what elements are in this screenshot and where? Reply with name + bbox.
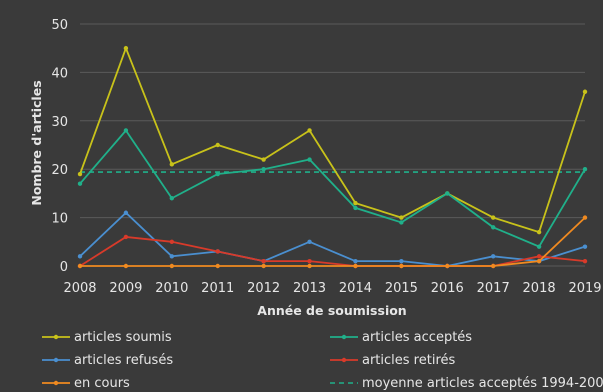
y-axis-title: Nombre d'articles: [29, 80, 44, 205]
legend-label: en cours: [74, 376, 130, 391]
data-point-articles-acceptes: [536, 244, 542, 249]
y-tick-label: 40: [51, 66, 68, 81]
data-point-articles-retires: [169, 239, 175, 244]
data-point-articles-refuses: [353, 258, 358, 264]
y-tick-label: 0: [60, 260, 68, 275]
data-point-articles-soumis: [536, 229, 542, 235]
data-point-articles-refuses: [307, 239, 312, 244]
data-point-articles-retires: [123, 234, 129, 240]
data-point-articles-acceptes: [169, 196, 175, 201]
x-tick-label: 2009: [109, 281, 142, 296]
data-point-articles-soumis: [215, 142, 220, 148]
x-tick-label: 2019: [568, 281, 601, 296]
legend-label: moyenne articles acceptés 1994-2008: [362, 376, 603, 391]
data-point-en-cours: [261, 263, 266, 269]
data-point-en-cours: [215, 263, 220, 269]
data-point-articles-refuses: [77, 254, 83, 259]
data-point-en-cours: [399, 263, 404, 269]
x-tick-label: 2010: [155, 281, 188, 296]
data-point-articles-acceptes: [77, 181, 83, 186]
data-point-en-cours: [445, 263, 450, 269]
data-point-en-cours: [582, 215, 588, 220]
legend-marker: [341, 357, 347, 363]
legend-marker: [53, 357, 59, 363]
data-point-en-cours: [169, 263, 175, 269]
data-point-articles-acceptes: [582, 167, 588, 172]
data-point-articles-refuses: [582, 244, 588, 249]
data-point-articles-retires: [307, 258, 312, 264]
x-tick-label: 2012: [247, 281, 280, 296]
x-tick-label: 2018: [523, 281, 556, 296]
legend-label: articles soumis: [74, 330, 172, 345]
y-tick-label: 10: [51, 212, 68, 227]
x-tick-label: 2016: [431, 281, 464, 296]
data-point-articles-acceptes: [399, 220, 404, 225]
data-point-articles-retires: [261, 258, 266, 264]
legend-item-articles-acceptes: articles acceptés: [330, 330, 472, 345]
series-line-en-cours: [80, 216, 586, 267]
data-point-en-cours: [307, 263, 312, 269]
data-point-articles-soumis: [307, 128, 312, 133]
legend-label: articles refusés: [74, 353, 173, 368]
legend-marker: [53, 334, 59, 340]
data-point-articles-soumis: [77, 171, 83, 177]
legend-label: articles acceptés: [362, 330, 472, 345]
x-axis-title: Année de soumission: [257, 303, 406, 318]
data-point-articles-acceptes: [261, 167, 266, 172]
data-point-articles-acceptes: [307, 157, 312, 162]
y-tick-label: 20: [51, 163, 68, 178]
y-tick-label: 30: [51, 115, 68, 130]
x-tick-label: 2013: [293, 281, 326, 296]
data-point-articles-soumis: [353, 200, 358, 206]
data-point-articles-soumis: [582, 89, 588, 94]
legend-label: articles retirés: [362, 353, 456, 368]
data-point-articles-retires: [215, 249, 220, 254]
data-point-articles-refuses: [169, 254, 175, 259]
y-tick-label: 50: [51, 18, 68, 33]
data-point-articles-soumis: [399, 215, 404, 220]
data-point-articles-soumis: [261, 157, 266, 162]
data-point-articles-soumis: [490, 215, 496, 220]
data-point-articles-soumis: [123, 46, 129, 51]
series-layer: [77, 45, 588, 269]
data-point-articles-retires: [536, 254, 542, 259]
grid: [80, 23, 585, 267]
x-tick-label: 2011: [201, 281, 234, 296]
legend-item-en-cours: en cours: [42, 376, 130, 391]
data-point-en-cours: [490, 263, 496, 269]
data-point-articles-refuses: [399, 258, 404, 264]
data-point-en-cours: [353, 263, 358, 269]
data-point-articles-refuses: [123, 210, 129, 215]
series-line-articles-soumis: [79, 45, 586, 234]
data-point-en-cours: [123, 263, 129, 269]
legend-marker: [341, 334, 347, 340]
data-point-articles-acceptes: [215, 171, 220, 177]
legend: articles soumis articles acceptés articles…: [42, 330, 603, 391]
data-point-articles-refuses: [490, 254, 496, 259]
legend-item-articles-retires: articles retirés: [330, 353, 456, 368]
legend-item-articles-soumis: articles soumis: [42, 330, 172, 345]
data-point-articles-acceptes: [445, 191, 450, 196]
x-tick-label: 2008: [63, 281, 96, 296]
x-tick-label: 2015: [385, 281, 418, 296]
data-point-en-cours: [77, 263, 83, 269]
legend-marker: [53, 380, 59, 386]
data-point-articles-soumis: [169, 162, 175, 167]
data-point-en-cours: [536, 258, 542, 264]
data-point-articles-retires: [582, 258, 588, 264]
data-point-articles-acceptes: [490, 225, 496, 230]
series-line-articles-refuses: [79, 211, 586, 267]
axes: 0 10 20 30 40 50 2008 2009 2010 2011 2012 2013 2014 2…: [51, 18, 601, 296]
data-point-articles-acceptes: [123, 128, 129, 133]
x-tick-label: 2014: [339, 281, 372, 296]
data-point-articles-acceptes: [353, 205, 358, 211]
legend-item-articles-refuses: articles refusés: [42, 353, 173, 368]
legend-item-moyenne-articles-acceptes-1994-2008: moyenne articles acceptés 1994-2008: [330, 376, 603, 391]
series-line-articles-acceptes: [79, 129, 586, 248]
x-tick-label: 2017: [477, 281, 510, 296]
